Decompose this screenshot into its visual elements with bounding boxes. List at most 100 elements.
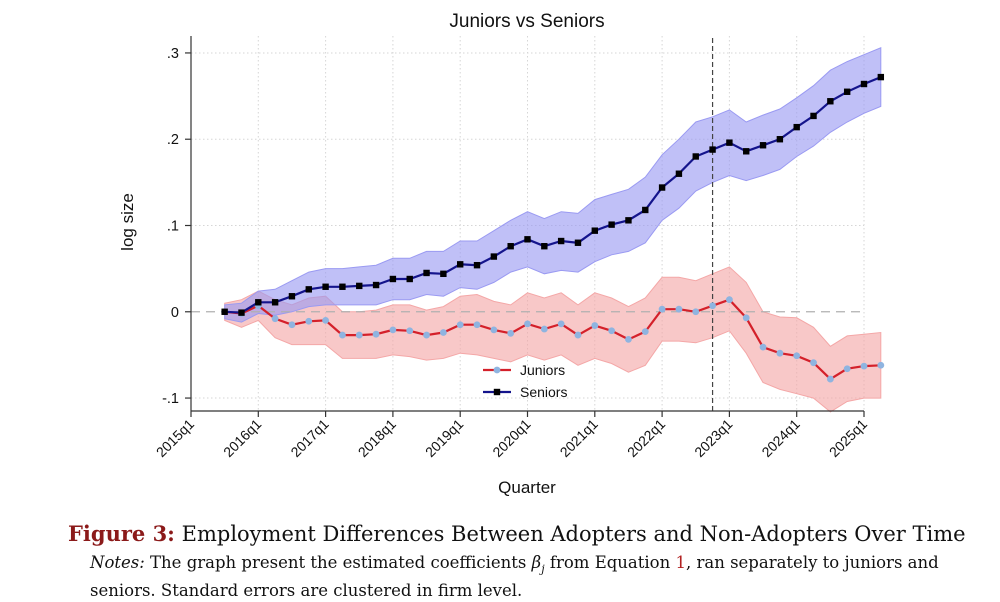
data-point-juniors [355, 331, 363, 339]
data-point-seniors [288, 293, 296, 300]
data-point-juniors [692, 308, 700, 316]
data-point-seniors [457, 261, 464, 268]
data-point-seniors [557, 237, 565, 245]
data-point-juniors [490, 326, 498, 334]
data-point-juniors [608, 327, 616, 335]
data-point-seniors [305, 286, 312, 293]
figure-notes: Notes: The graph present the estimated c… [90, 552, 968, 602]
y-tick-label: .2 [167, 132, 179, 148]
data-point-seniors [440, 270, 447, 278]
data-point-seniors [389, 275, 397, 283]
data-point-seniors [675, 170, 683, 177]
data-point-seniors [339, 283, 346, 290]
data-point-seniors [625, 217, 632, 224]
data-point-seniors [658, 184, 666, 191]
data-point-seniors [372, 281, 380, 289]
beta-letter: β [531, 553, 542, 572]
data-point-seniors [490, 253, 498, 260]
data-point-seniors [877, 73, 885, 81]
data-point-seniors [541, 243, 548, 250]
series-line-seniors [224, 76, 882, 314]
data-point-seniors [356, 282, 363, 290]
data-point-juniors [507, 329, 515, 337]
data-point-juniors [271, 315, 279, 323]
notes-label: Notes: [90, 553, 145, 572]
data-point-seniors [574, 239, 582, 246]
data-point-juniors [843, 365, 851, 373]
data-point-juniors [322, 317, 329, 324]
data-point-juniors [389, 326, 397, 334]
data-point-seniors [608, 221, 615, 228]
data-point-seniors [759, 142, 767, 149]
data-point-juniors [860, 362, 868, 370]
data-point-juniors [759, 343, 767, 351]
data-point-seniors [473, 261, 481, 269]
data-point-juniors [288, 321, 296, 329]
x-axis-label: Quarter [498, 478, 556, 497]
data-point-juniors [423, 331, 430, 339]
data-point-seniors [827, 98, 834, 105]
data-point-juniors [726, 296, 733, 304]
data-point-seniors [423, 269, 430, 277]
data-point-seniors [524, 236, 531, 243]
equation-link[interactable]: 1 [675, 553, 686, 572]
data-point-juniors [776, 349, 784, 357]
data-point-seniors [507, 243, 514, 250]
data-point-seniors [860, 80, 868, 88]
notes-text-2: from Equation [549, 553, 671, 572]
beta-subscript: j [541, 562, 545, 576]
data-point-seniors [406, 275, 413, 283]
figure-label: Figure 3: [68, 521, 175, 546]
data-point-juniors [574, 331, 582, 339]
data-point-juniors [456, 321, 464, 329]
y-tick-label: 0 [171, 305, 179, 321]
legend-label-seniors: Seniors [520, 384, 567, 400]
legend: Juniors Seniors [483, 362, 567, 400]
data-point-juniors [305, 317, 313, 325]
data-point-seniors [692, 153, 699, 160]
notes-text-3: , ran separately to juniors and seniors.… [90, 553, 939, 601]
caption-title: Figure 3: Employment Differences Between… [68, 520, 968, 548]
data-point-seniors [743, 148, 750, 155]
data-point-seniors [709, 146, 716, 153]
data-point-juniors [742, 314, 750, 322]
notes-text-1: The graph present the estimated coeffici… [150, 553, 527, 572]
data-point-seniors [726, 139, 733, 146]
data-point-seniors [238, 309, 245, 316]
data-point-juniors [625, 335, 632, 343]
data-point-seniors [810, 112, 817, 120]
legend-label-juniors: Juniors [520, 362, 565, 378]
y-tick-label: .1 [167, 219, 179, 235]
series-line-juniors [224, 298, 881, 381]
figure-caption: Figure 3: Employment Differences Between… [68, 520, 968, 602]
reference-lines [191, 38, 864, 411]
series-lines [221, 73, 885, 383]
data-point-juniors [675, 305, 683, 313]
y-axis-label: log size [118, 193, 137, 251]
data-point-juniors [406, 327, 414, 335]
data-point-juniors [658, 305, 666, 313]
data-point-juniors [439, 329, 447, 336]
data-point-seniors [843, 88, 851, 95]
data-point-seniors [793, 123, 800, 131]
data-point-juniors [524, 320, 531, 328]
data-point-juniors [793, 352, 801, 360]
beta-symbol: βj [531, 553, 545, 576]
data-point-seniors [322, 283, 329, 290]
data-point-juniors [877, 361, 885, 369]
data-point-juniors [591, 322, 599, 329]
data-point-juniors [473, 321, 481, 329]
y-tick-label: .3 [167, 46, 179, 62]
legend-marker-juniors [493, 366, 501, 374]
data-point-seniors [642, 206, 649, 214]
data-point-juniors [339, 331, 346, 339]
y-tick-label: -.1 [162, 391, 179, 407]
data-point-seniors [591, 227, 598, 234]
data-point-seniors [271, 299, 279, 306]
chart-title: Juniors vs Seniors [449, 11, 604, 32]
data-point-juniors [540, 325, 548, 333]
figure-title: Employment Differences Between Adopters … [181, 522, 966, 546]
legend-marker-seniors [493, 388, 501, 396]
data-point-juniors [826, 375, 834, 383]
